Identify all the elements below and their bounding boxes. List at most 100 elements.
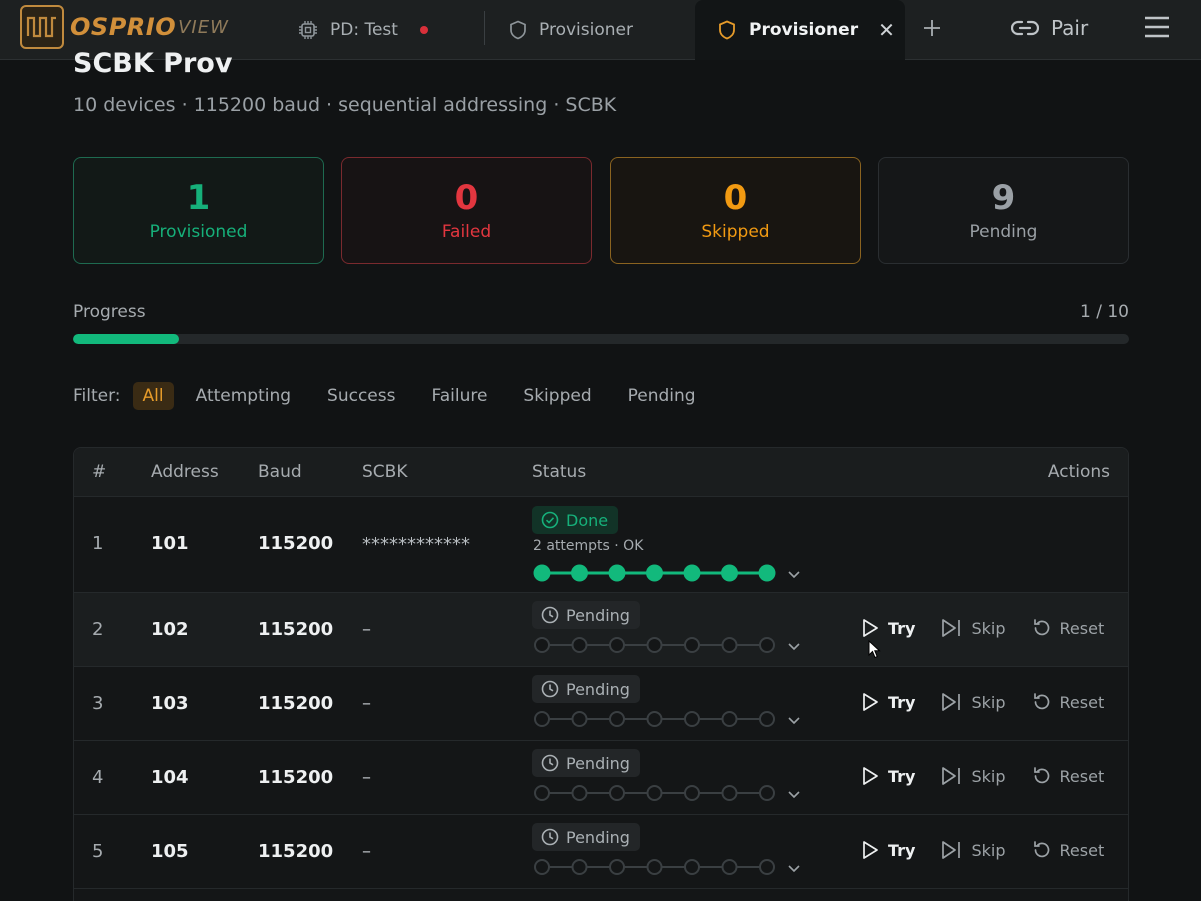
step-dot xyxy=(759,859,775,875)
step-dot xyxy=(684,711,700,727)
step-dot xyxy=(684,637,700,653)
skip-label: Skip xyxy=(971,766,1006,786)
filter-failure[interactable]: Failure xyxy=(431,385,488,406)
status-badge: Pending xyxy=(532,749,640,777)
step-dot xyxy=(571,711,588,727)
devices-table: # Address Baud SCBK Status Actions 1 101… xyxy=(73,447,1129,901)
row-index: 3 xyxy=(92,693,104,714)
skip-button[interactable]: Skip xyxy=(941,618,1006,638)
tab-pd-test[interactable]: PD: Test xyxy=(298,0,428,60)
try-button[interactable]: Try xyxy=(860,840,915,860)
step-dot xyxy=(721,637,738,653)
row-address: 104 xyxy=(151,767,189,788)
clock-icon xyxy=(541,606,559,624)
status-badge: Done xyxy=(532,506,619,534)
row-index: 1 xyxy=(92,533,104,554)
row-index: 5 xyxy=(92,841,104,862)
chevron-down-icon xyxy=(788,643,800,651)
reset-button[interactable]: Reset xyxy=(1032,618,1104,638)
pair-label: Pair xyxy=(1051,16,1089,40)
step-dot xyxy=(609,859,625,875)
try-label: Try xyxy=(888,692,916,712)
tab-provisioner[interactable]: Provisioner xyxy=(509,0,633,60)
plus-icon xyxy=(924,20,940,36)
row-index: 4 xyxy=(92,767,104,788)
skip-forward-icon xyxy=(942,693,961,711)
reset-label: Reset xyxy=(1059,766,1105,786)
row-baud: 115200 xyxy=(258,533,334,554)
step-dot xyxy=(721,564,738,582)
chevron-down-icon xyxy=(788,791,800,799)
step-dot xyxy=(534,859,550,875)
tab-divider xyxy=(484,11,485,45)
progress-count: 1 / 10 xyxy=(1080,302,1129,322)
step-dot xyxy=(534,785,550,801)
reset-label: Reset xyxy=(1059,692,1105,712)
step-progress xyxy=(534,711,800,727)
filter-success[interactable]: Success xyxy=(327,385,396,406)
stat-card-provisioned: 1 Provisioned xyxy=(73,157,324,264)
tab-provisioner-active[interactable]: Provisioner ✕ xyxy=(695,0,905,60)
step-dot xyxy=(684,785,700,801)
stat-card-pending: 9 Pending xyxy=(878,157,1129,264)
progress-bar xyxy=(73,334,1129,344)
alert-dot xyxy=(419,26,428,34)
skip-label: Skip xyxy=(971,618,1006,638)
stat-label: Pending xyxy=(969,222,1038,242)
skip-label: Skip xyxy=(971,692,1006,712)
try-label: Try xyxy=(888,840,916,860)
play-icon xyxy=(863,693,878,711)
step-dot xyxy=(533,564,551,582)
new-tab-button[interactable] xyxy=(920,14,944,42)
reset-label: Reset xyxy=(1059,840,1105,860)
col-actions: Actions xyxy=(1047,462,1110,482)
filter-pending[interactable]: Pending xyxy=(627,385,696,406)
col-baud: Baud xyxy=(258,462,302,482)
shield-icon xyxy=(510,20,526,40)
filter-skipped[interactable]: Skipped xyxy=(523,385,592,406)
try-button[interactable]: Try xyxy=(860,618,915,638)
skip-button[interactable]: Skip xyxy=(941,692,1006,712)
row-address: 102 xyxy=(151,619,189,640)
stat-value: 0 xyxy=(454,178,479,218)
tab-label: Provisioner xyxy=(749,20,859,40)
step-dot xyxy=(721,711,738,727)
skip-forward-icon xyxy=(942,841,961,859)
step-progress xyxy=(534,637,800,653)
chevron-down-icon xyxy=(788,717,800,725)
pair-button[interactable]: Pair xyxy=(1011,0,1088,56)
clock-icon xyxy=(541,828,559,846)
progress-label: Progress xyxy=(73,302,146,322)
status-badge: Pending xyxy=(532,601,640,629)
step-dot xyxy=(609,711,625,727)
try-label: Try xyxy=(888,766,916,786)
reset-icon xyxy=(1033,767,1049,784)
status-label: Pending xyxy=(566,605,630,625)
status-badge: Pending xyxy=(532,675,640,703)
status-filter: Filter: All Attempting Success Failure S… xyxy=(73,381,722,410)
close-icon[interactable]: ✕ xyxy=(878,18,895,42)
reset-button[interactable]: Reset xyxy=(1032,766,1105,786)
status-badge: Pending xyxy=(532,823,640,851)
reset-button[interactable]: Reset xyxy=(1032,692,1105,712)
skip-button[interactable]: Skip xyxy=(941,766,1006,786)
filter-attempting[interactable]: Attempting xyxy=(195,385,292,406)
hamburger-menu-button[interactable] xyxy=(1144,15,1170,39)
app-logo[interactable]: OSPRIO VIEW xyxy=(20,5,229,49)
menu-icon xyxy=(1145,16,1169,38)
status-label: Pending xyxy=(566,753,630,773)
filter-all[interactable]: All xyxy=(132,381,174,410)
table-row: 1 101 115200 ************ Done 2 attempt… xyxy=(74,497,1128,593)
reset-button[interactable]: Reset xyxy=(1032,840,1105,860)
skip-button[interactable]: Skip xyxy=(941,840,1006,860)
stat-card-failed: 0 Failed xyxy=(341,157,592,264)
chevron-down-icon xyxy=(788,571,800,579)
status-label: Done xyxy=(566,510,609,530)
step-dot xyxy=(646,785,663,801)
try-label: Try xyxy=(888,618,916,638)
logo-subtext: VIEW xyxy=(178,16,229,38)
try-button[interactable]: Try xyxy=(860,766,915,786)
reset-icon xyxy=(1033,619,1049,636)
try-button[interactable]: Try xyxy=(860,692,915,712)
status-label: Pending xyxy=(566,679,630,699)
